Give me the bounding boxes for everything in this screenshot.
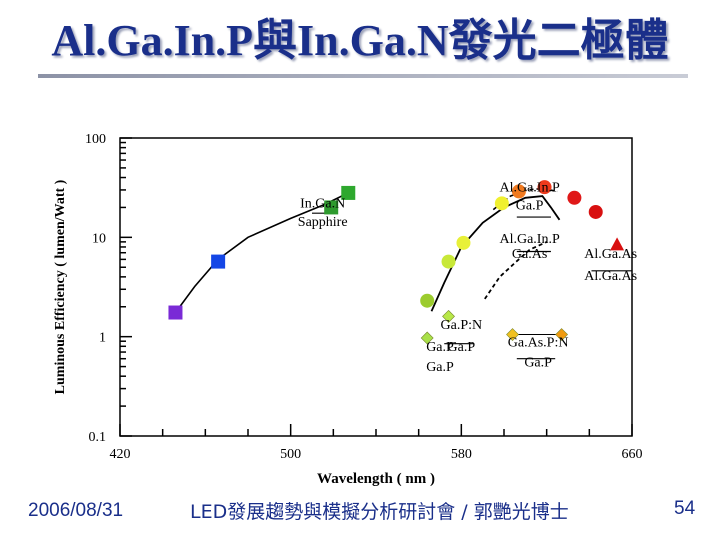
chart-annotation: Ga.P: [448, 340, 476, 355]
circle-marker: [420, 293, 435, 308]
diamond-marker: [555, 328, 569, 341]
chart-annotation: Al.Ga.As: [584, 269, 637, 284]
chart-annotation: Ga.As.P:N: [508, 335, 569, 350]
x-tick-label: 660: [622, 447, 643, 462]
circle-marker: [588, 204, 603, 219]
title-underline: [38, 74, 688, 78]
y-tick-label: 10: [92, 231, 106, 246]
y-tick-label: 100: [85, 132, 106, 147]
diamond-marker: [420, 331, 434, 345]
square-marker: [168, 305, 183, 320]
square-marker: [324, 200, 339, 215]
circle-marker: [494, 196, 509, 211]
footer-date: 2006/08/31: [28, 500, 124, 521]
chart-annotation: Al.Ga.In.P: [499, 232, 559, 247]
ingan-trend-curve: [174, 192, 349, 313]
chart-annotation: Al.Ga.As: [584, 247, 637, 262]
x-tick-label: 420: [110, 447, 131, 462]
page-title: Al.Ga.In.P與In.Ga.N發光二極體: [51, 16, 669, 65]
triangle-marker: [610, 237, 625, 251]
chart-annotation: Ga.P: [426, 360, 454, 375]
circle-marker: [456, 235, 471, 250]
diamond-marker: [506, 328, 519, 341]
efficiency-chart: 0.1 1 10 100 420 500 580 660 Wavelength ( nm ) Lu…: [53, 132, 643, 487]
square-marker: [211, 254, 226, 269]
y-tick-label: 1: [99, 331, 106, 346]
x-tick-label: 580: [451, 447, 472, 462]
chart-annotation: In.Ga.N: [300, 196, 345, 211]
page-number: 54: [674, 498, 696, 519]
y-tick-label: 0.1: [89, 430, 107, 445]
chart-annotation: Ga.P: [524, 356, 552, 371]
circle-marker: [441, 254, 456, 269]
circle-marker: [537, 180, 552, 195]
y-axis-label: Luminous Efficiency ( lumen/Watt ): [53, 179, 68, 394]
chart-annotation: Ga.P: [516, 199, 544, 214]
circle-marker: [511, 184, 526, 199]
diamond-marker: [442, 309, 455, 323]
footer-talk-title: LED發展趨勢與模擬分析研討會 / 郭艷光博士: [190, 501, 569, 523]
x-tick-label: 500: [280, 447, 301, 462]
chart-annotation: Ga.P: [426, 340, 454, 355]
circle-marker: [567, 190, 582, 205]
x-axis-label: Wavelength ( nm ): [317, 471, 435, 487]
algaas-trend-curve: [484, 241, 548, 300]
square-marker: [341, 185, 356, 200]
chart-annotation: Ga.As: [512, 247, 547, 262]
chart-annotation: Ga.P:N: [441, 318, 483, 333]
chart-annotation: Sapphire: [298, 215, 348, 230]
chart-annotation: Al.Ga.In.P: [499, 180, 559, 195]
